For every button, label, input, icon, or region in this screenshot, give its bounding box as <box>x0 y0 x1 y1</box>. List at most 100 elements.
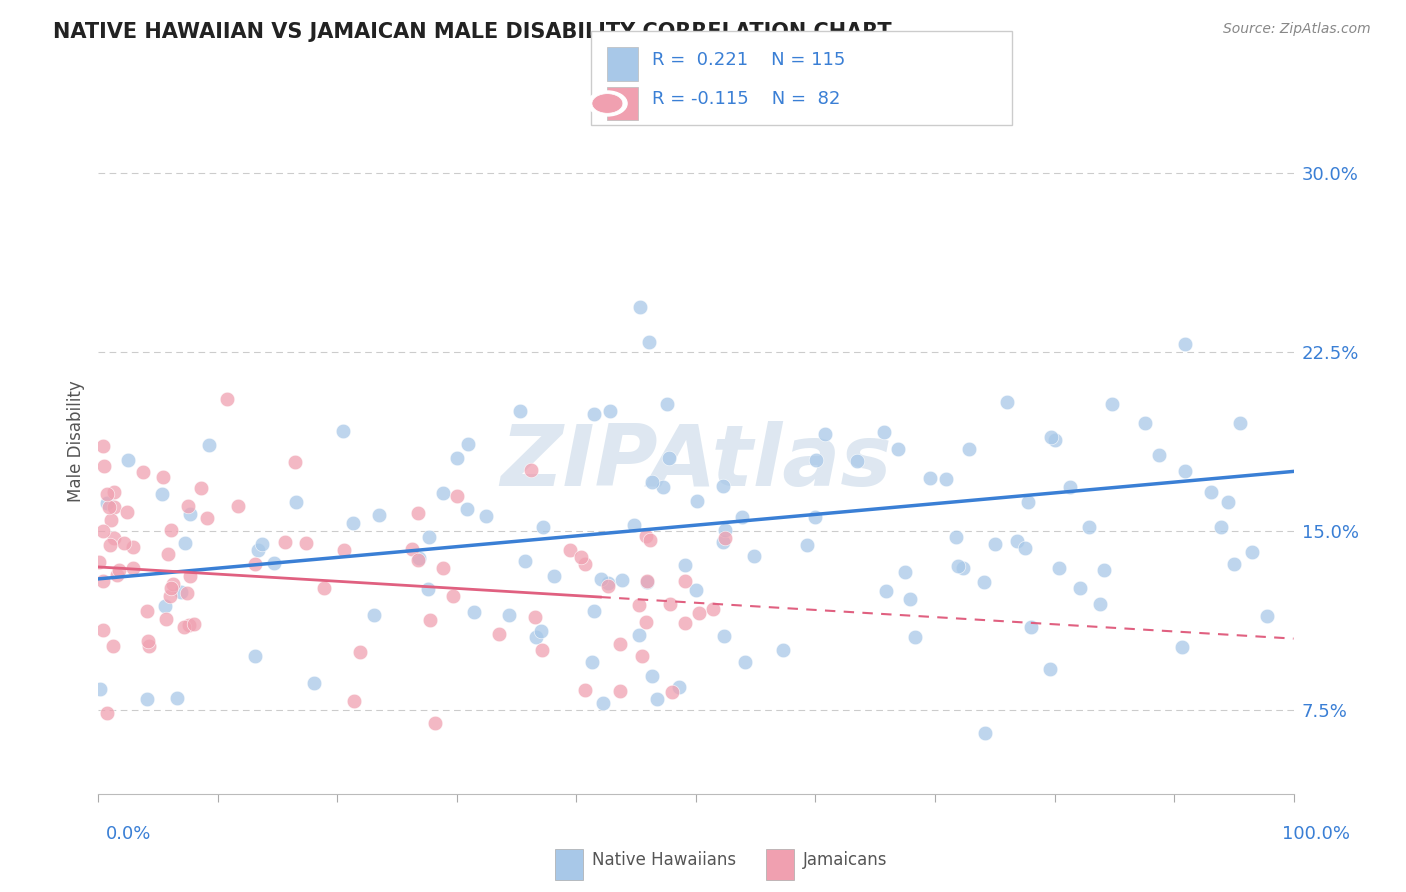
Point <box>612 573 634 587</box>
Point <box>100 513 122 527</box>
Point <box>138 640 160 654</box>
Point <box>1133 416 1156 430</box>
Point <box>845 454 868 468</box>
Point <box>673 574 696 589</box>
Point <box>796 538 818 552</box>
Point <box>1019 620 1042 634</box>
Point <box>173 535 195 549</box>
Point <box>583 604 606 618</box>
Point <box>91 574 114 589</box>
Point <box>101 639 124 653</box>
Text: Source: ZipAtlas.com: Source: ZipAtlas.com <box>1223 22 1371 37</box>
Point <box>446 451 468 466</box>
Point <box>1077 520 1099 534</box>
Point <box>138 634 160 648</box>
Point <box>159 523 181 537</box>
Point <box>1047 561 1070 575</box>
Text: R =  0.221    N = 115: R = 0.221 N = 115 <box>652 51 846 69</box>
Text: ZIPAtlas: ZIPAtlas <box>501 421 891 504</box>
Point <box>592 696 614 710</box>
Point <box>673 558 696 573</box>
Point <box>515 554 537 568</box>
Point <box>425 716 447 731</box>
Point <box>302 675 325 690</box>
Point <box>609 637 631 651</box>
Point <box>530 624 553 639</box>
Y-axis label: Male Disability: Male Disability <box>66 381 84 502</box>
Point <box>162 576 184 591</box>
Point <box>713 531 735 545</box>
Point <box>121 561 143 575</box>
Point <box>96 487 118 501</box>
Point <box>87 555 110 569</box>
Point <box>655 397 678 411</box>
Point <box>524 610 547 624</box>
Point <box>463 606 485 620</box>
Point <box>1216 495 1239 509</box>
Point <box>177 499 200 513</box>
Point <box>589 572 612 586</box>
Point <box>1223 558 1246 572</box>
Text: 0.0%: 0.0% <box>105 825 150 843</box>
Point <box>343 694 366 708</box>
Point <box>179 508 201 522</box>
Point <box>574 682 596 697</box>
Text: R = -0.115    N =  82: R = -0.115 N = 82 <box>652 90 841 108</box>
Point <box>875 584 897 599</box>
Point <box>1209 520 1232 534</box>
Point <box>349 644 371 658</box>
Point <box>284 455 307 469</box>
Point <box>668 680 690 694</box>
Point <box>136 604 159 618</box>
Point <box>952 561 974 575</box>
Point <box>401 542 423 557</box>
Point <box>91 439 114 453</box>
Point <box>873 425 896 439</box>
Point <box>887 442 910 457</box>
Point <box>524 630 547 644</box>
Point <box>363 607 385 622</box>
Point <box>641 475 664 489</box>
Point <box>627 627 650 641</box>
Point <box>295 536 318 550</box>
Point <box>814 426 837 441</box>
Point <box>115 506 138 520</box>
Point <box>243 557 266 571</box>
Point <box>1101 397 1123 411</box>
Point <box>96 706 118 720</box>
Point <box>475 509 498 524</box>
Point <box>1017 495 1039 509</box>
Point <box>418 582 440 597</box>
Point <box>623 518 645 533</box>
Point <box>176 586 198 600</box>
Point <box>574 557 596 571</box>
Point <box>957 442 980 456</box>
Point <box>734 656 756 670</box>
Point <box>772 642 794 657</box>
Point <box>658 598 681 612</box>
Point <box>685 582 707 597</box>
Point <box>312 582 335 596</box>
Point <box>153 599 176 614</box>
Point <box>488 626 510 640</box>
Point <box>457 437 479 451</box>
Point <box>89 681 111 696</box>
Point <box>333 543 356 558</box>
Point <box>628 599 651 613</box>
Point <box>285 495 308 509</box>
Point <box>673 615 696 630</box>
Point <box>599 404 621 418</box>
Point <box>456 502 478 516</box>
Point <box>543 569 565 583</box>
Point <box>1069 581 1091 595</box>
Point <box>638 335 661 350</box>
Point <box>634 615 657 630</box>
Point <box>226 500 249 514</box>
Point <box>973 574 995 589</box>
Point <box>432 486 454 500</box>
Point <box>97 500 120 514</box>
Point <box>711 535 734 549</box>
Point <box>583 407 606 421</box>
Point <box>628 301 651 315</box>
Point <box>1170 640 1192 655</box>
